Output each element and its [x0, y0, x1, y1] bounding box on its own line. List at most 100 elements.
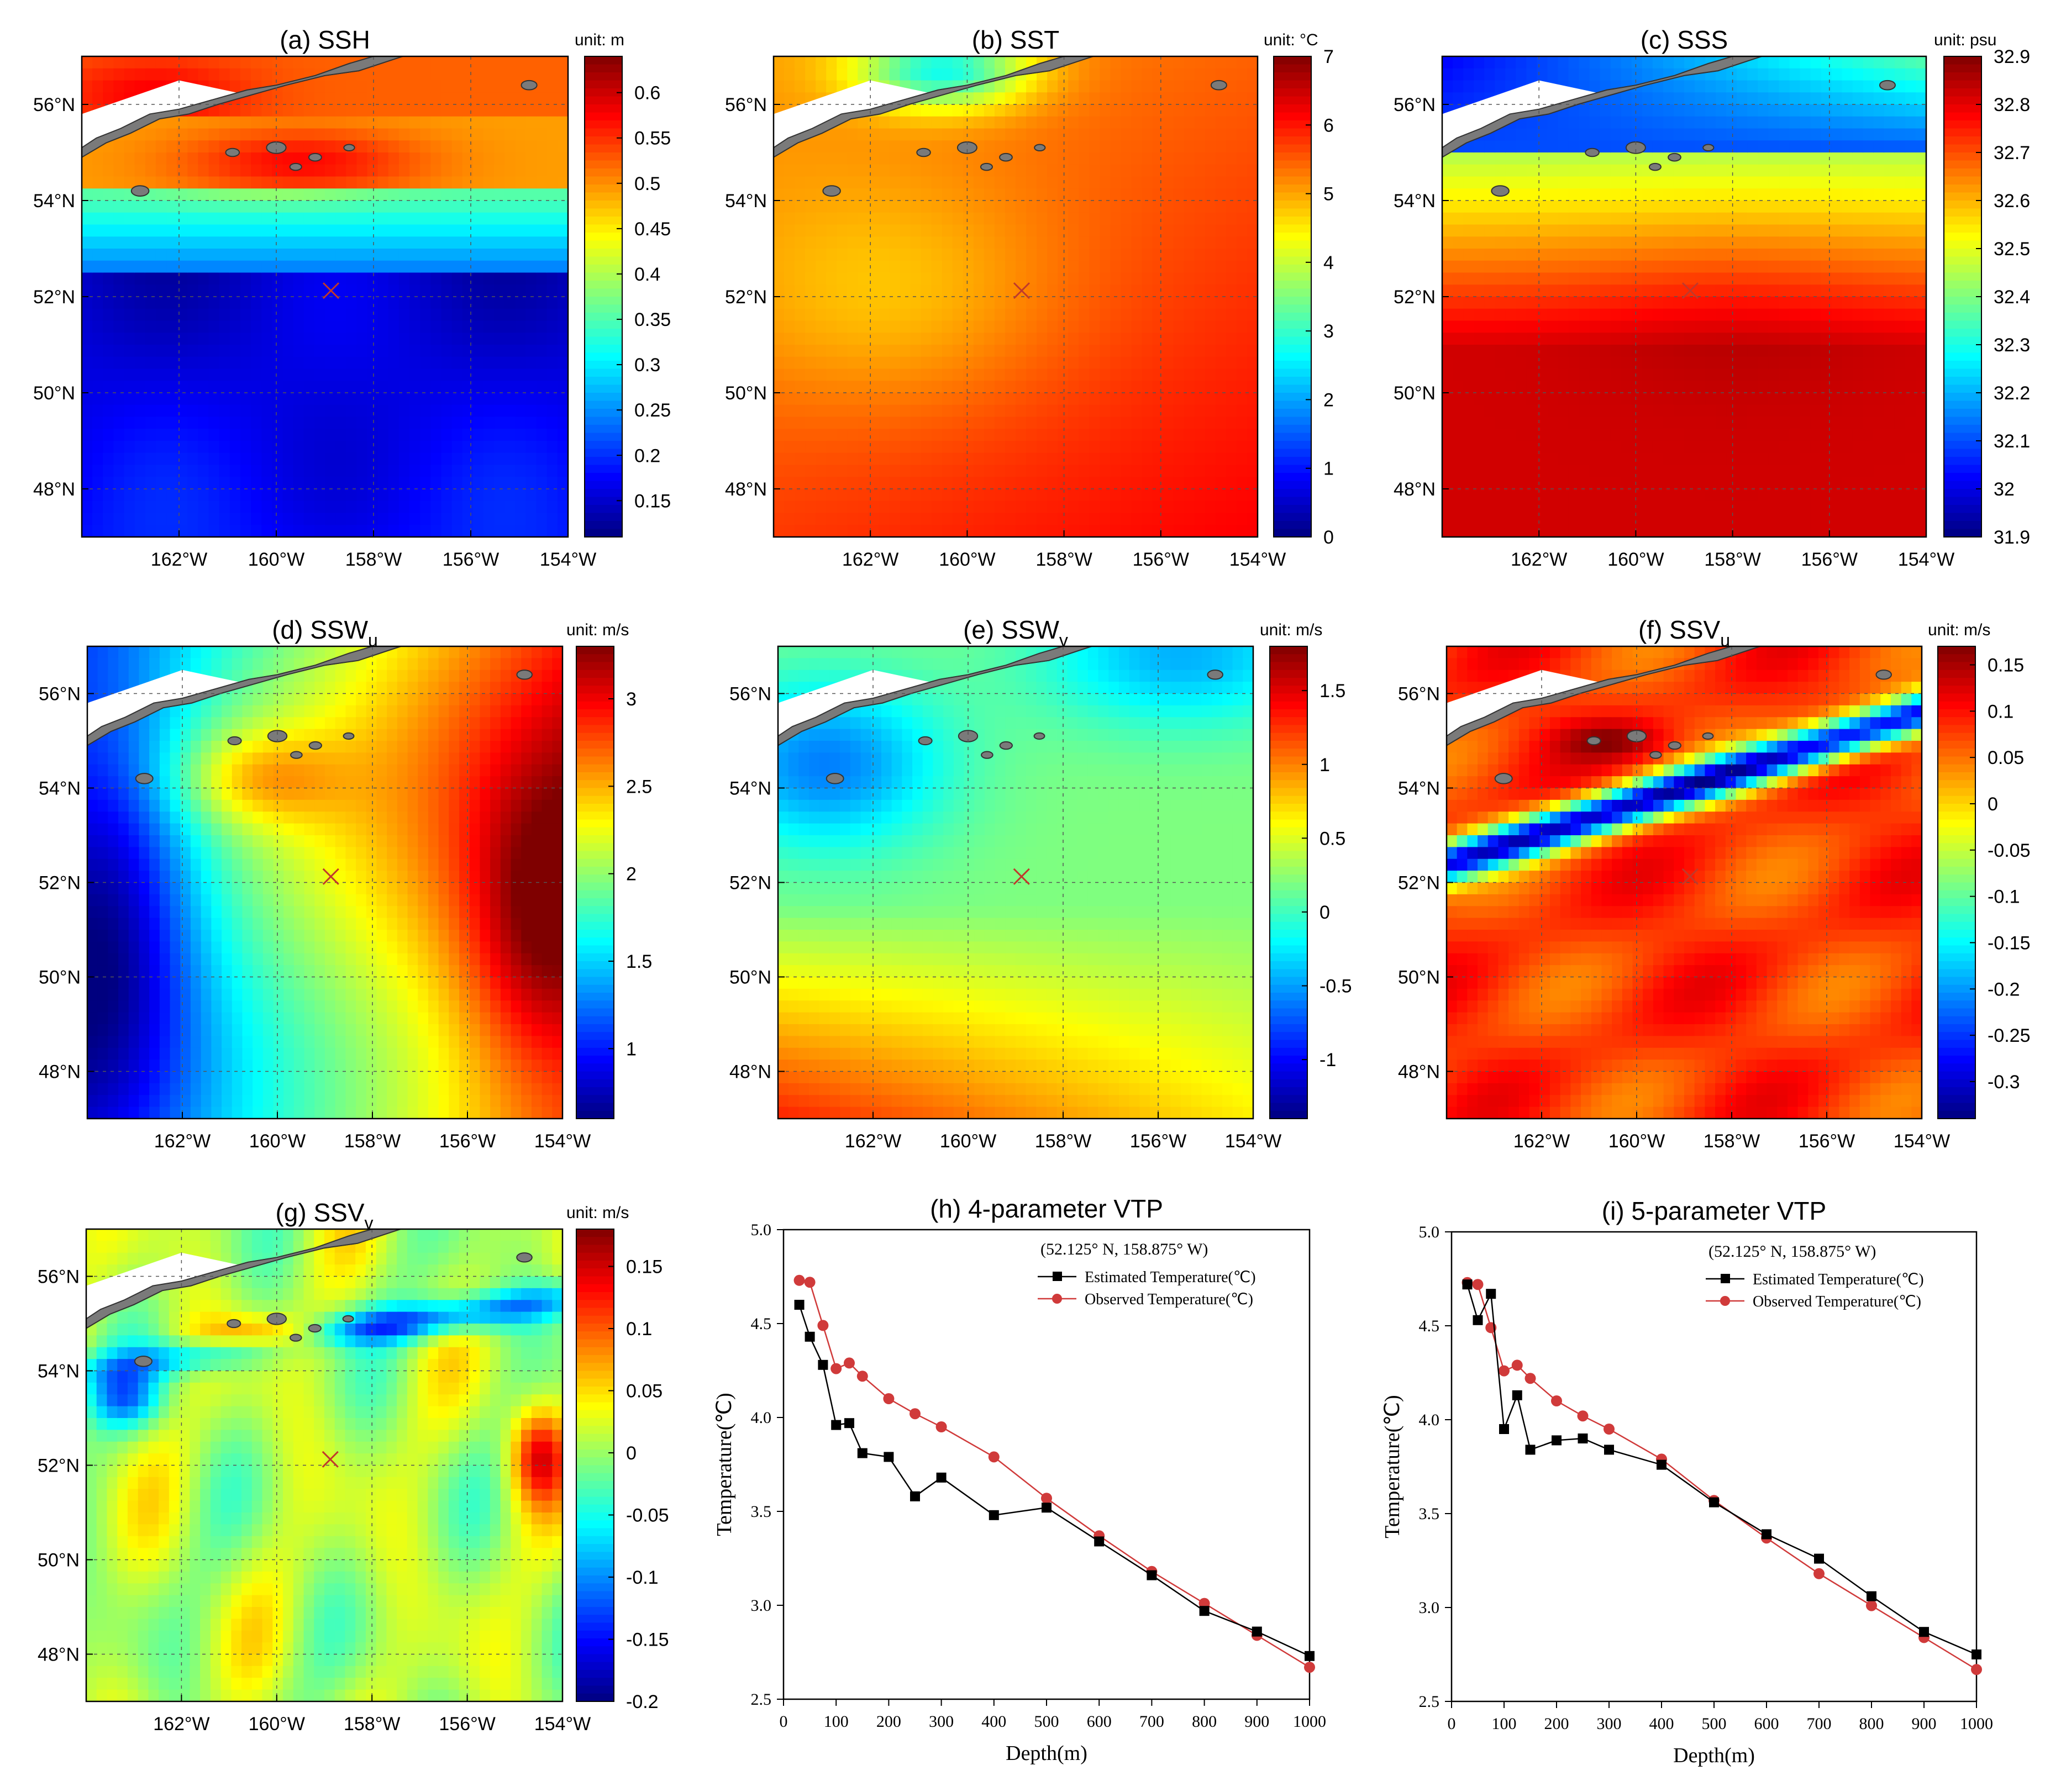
y-tick-label: 3.0 [1419, 1599, 1440, 1617]
island [1669, 742, 1681, 749]
colorbar-tick-label: -0.05 [626, 1505, 669, 1526]
data-point [1552, 1435, 1562, 1445]
data-point [936, 1421, 947, 1432]
lat-tick-label: 52°N [33, 287, 75, 308]
y-tick-label: 2.5 [751, 1690, 772, 1709]
lon-tick-label: 162°W [154, 1131, 211, 1152]
panel-title: (b) SST [972, 25, 1059, 54]
colorbar-tick-label: 2 [1323, 389, 1334, 410]
x-tick-label: 800 [1192, 1712, 1217, 1731]
island [309, 154, 322, 161]
lat-tick-label: 48°N [725, 479, 767, 500]
colorbar-tick-label: 1.5 [1319, 681, 1345, 702]
colorbar-tick-label: -0.2 [626, 1691, 659, 1712]
colorbar-tick-label: 0.55 [634, 128, 671, 149]
lat-tick-label: 52°N [725, 287, 767, 308]
island [823, 186, 840, 196]
data-point [883, 1393, 894, 1404]
x-tick-label: 400 [981, 1712, 1006, 1731]
island [1211, 81, 1227, 90]
island [517, 670, 532, 679]
colorbar-tick-label: -0.05 [1988, 840, 2031, 861]
colorbar-tick-label: 7 [1323, 46, 1334, 67]
island [1491, 186, 1509, 196]
colorbar-unit: unit: psu [1934, 31, 1996, 49]
data-point [989, 1451, 1000, 1462]
island [227, 1320, 240, 1327]
data-point [818, 1360, 828, 1370]
colorbar-tick-label: 32.8 [1994, 94, 2030, 115]
lat-tick-label: 54°N [39, 778, 81, 799]
lat-tick-label: 48°N [39, 1062, 81, 1083]
data-point [1526, 1445, 1536, 1454]
island [981, 751, 993, 758]
island [291, 751, 302, 758]
island [827, 773, 844, 783]
colorbar-unit: unit: °C [1264, 31, 1318, 49]
colorbar-tick-label: -1 [1319, 1050, 1336, 1071]
lon-tick-label: 156°W [1133, 549, 1189, 570]
data-point [1252, 1627, 1262, 1637]
island [1585, 149, 1599, 157]
lat-tick-label: 50°N [38, 1550, 80, 1571]
data-point [910, 1408, 921, 1419]
lon-tick-label: 158°W [1704, 1131, 1760, 1152]
data-point [1486, 1289, 1496, 1299]
lon-tick-label: 162°W [1513, 1131, 1570, 1152]
lat-tick-label: 50°N [39, 967, 81, 988]
data-point [1657, 1460, 1667, 1470]
colorbar-tick-label: 32 [1994, 479, 2015, 500]
x-tick-label: 500 [1034, 1712, 1059, 1731]
x-tick-label: 100 [824, 1712, 849, 1731]
data-point [1499, 1424, 1509, 1434]
colorbar-tick-label: 0.4 [634, 264, 660, 285]
colorbar-tick-label: 0.25 [634, 400, 671, 421]
colorbar-tick-label: 0.5 [1319, 828, 1345, 849]
data-point [1971, 1664, 1982, 1675]
data-point [910, 1491, 920, 1501]
lon-tick-label: 158°W [1035, 1131, 1091, 1152]
island [1703, 733, 1713, 739]
colorbar-tick-label: 31.9 [1994, 527, 2030, 548]
data-point [1578, 1433, 1588, 1443]
island [225, 149, 239, 157]
data-point [937, 1473, 947, 1483]
lat-tick-label: 50°N [729, 967, 771, 988]
x-tick-label: 0 [780, 1712, 788, 1731]
y-axis-label: Temperature(℃) [713, 1393, 736, 1536]
colorbar-tick-label: 0.15 [634, 491, 671, 512]
data-point [795, 1300, 805, 1310]
x-tick-label: 500 [1702, 1715, 1727, 1733]
colorbar-tick-label: 0.1 [626, 1319, 652, 1340]
lat-tick-label: 54°N [1394, 191, 1436, 212]
colorbar-tick-label: -0.25 [1988, 1025, 2031, 1046]
lat-tick-label: 50°N [1398, 967, 1440, 988]
island [136, 773, 153, 783]
data-point [1473, 1315, 1483, 1325]
colorbar-tick-label: 32.3 [1994, 335, 2030, 356]
panel-title: (f) SSVu [1638, 615, 1730, 650]
series-estimated [1463, 1279, 1982, 1659]
series-observed [794, 1275, 1315, 1673]
colorbar-tick-label: 32.7 [1994, 143, 2030, 164]
colorbar-tick-label: -0.15 [626, 1630, 669, 1651]
lon-tick-label: 156°W [439, 1714, 495, 1735]
island [344, 733, 354, 739]
x-axis-label: Depth(m) [1006, 1742, 1087, 1765]
data-point [1499, 1366, 1510, 1377]
colorbar-unit: unit: m/s [1928, 621, 1990, 639]
colorbar-tick-label: 32.1 [1994, 431, 2030, 452]
lat-tick-label: 50°N [725, 383, 767, 404]
series-line [800, 1280, 1310, 1667]
lon-tick-label: 160°W [940, 1131, 996, 1152]
lon-tick-label: 158°W [345, 549, 402, 570]
colorbar-tick-label: 0 [1988, 794, 1998, 815]
lon-tick-label: 158°W [344, 1714, 400, 1735]
location-annotation: (52.125° N, 158.875° W) [1708, 1242, 1876, 1261]
island [1000, 742, 1012, 749]
colorbar-tick-label: 32.2 [1994, 383, 2030, 404]
colorbar-tick-label: 4 [1323, 252, 1334, 273]
y-tick-label: 5.0 [1419, 1223, 1440, 1241]
